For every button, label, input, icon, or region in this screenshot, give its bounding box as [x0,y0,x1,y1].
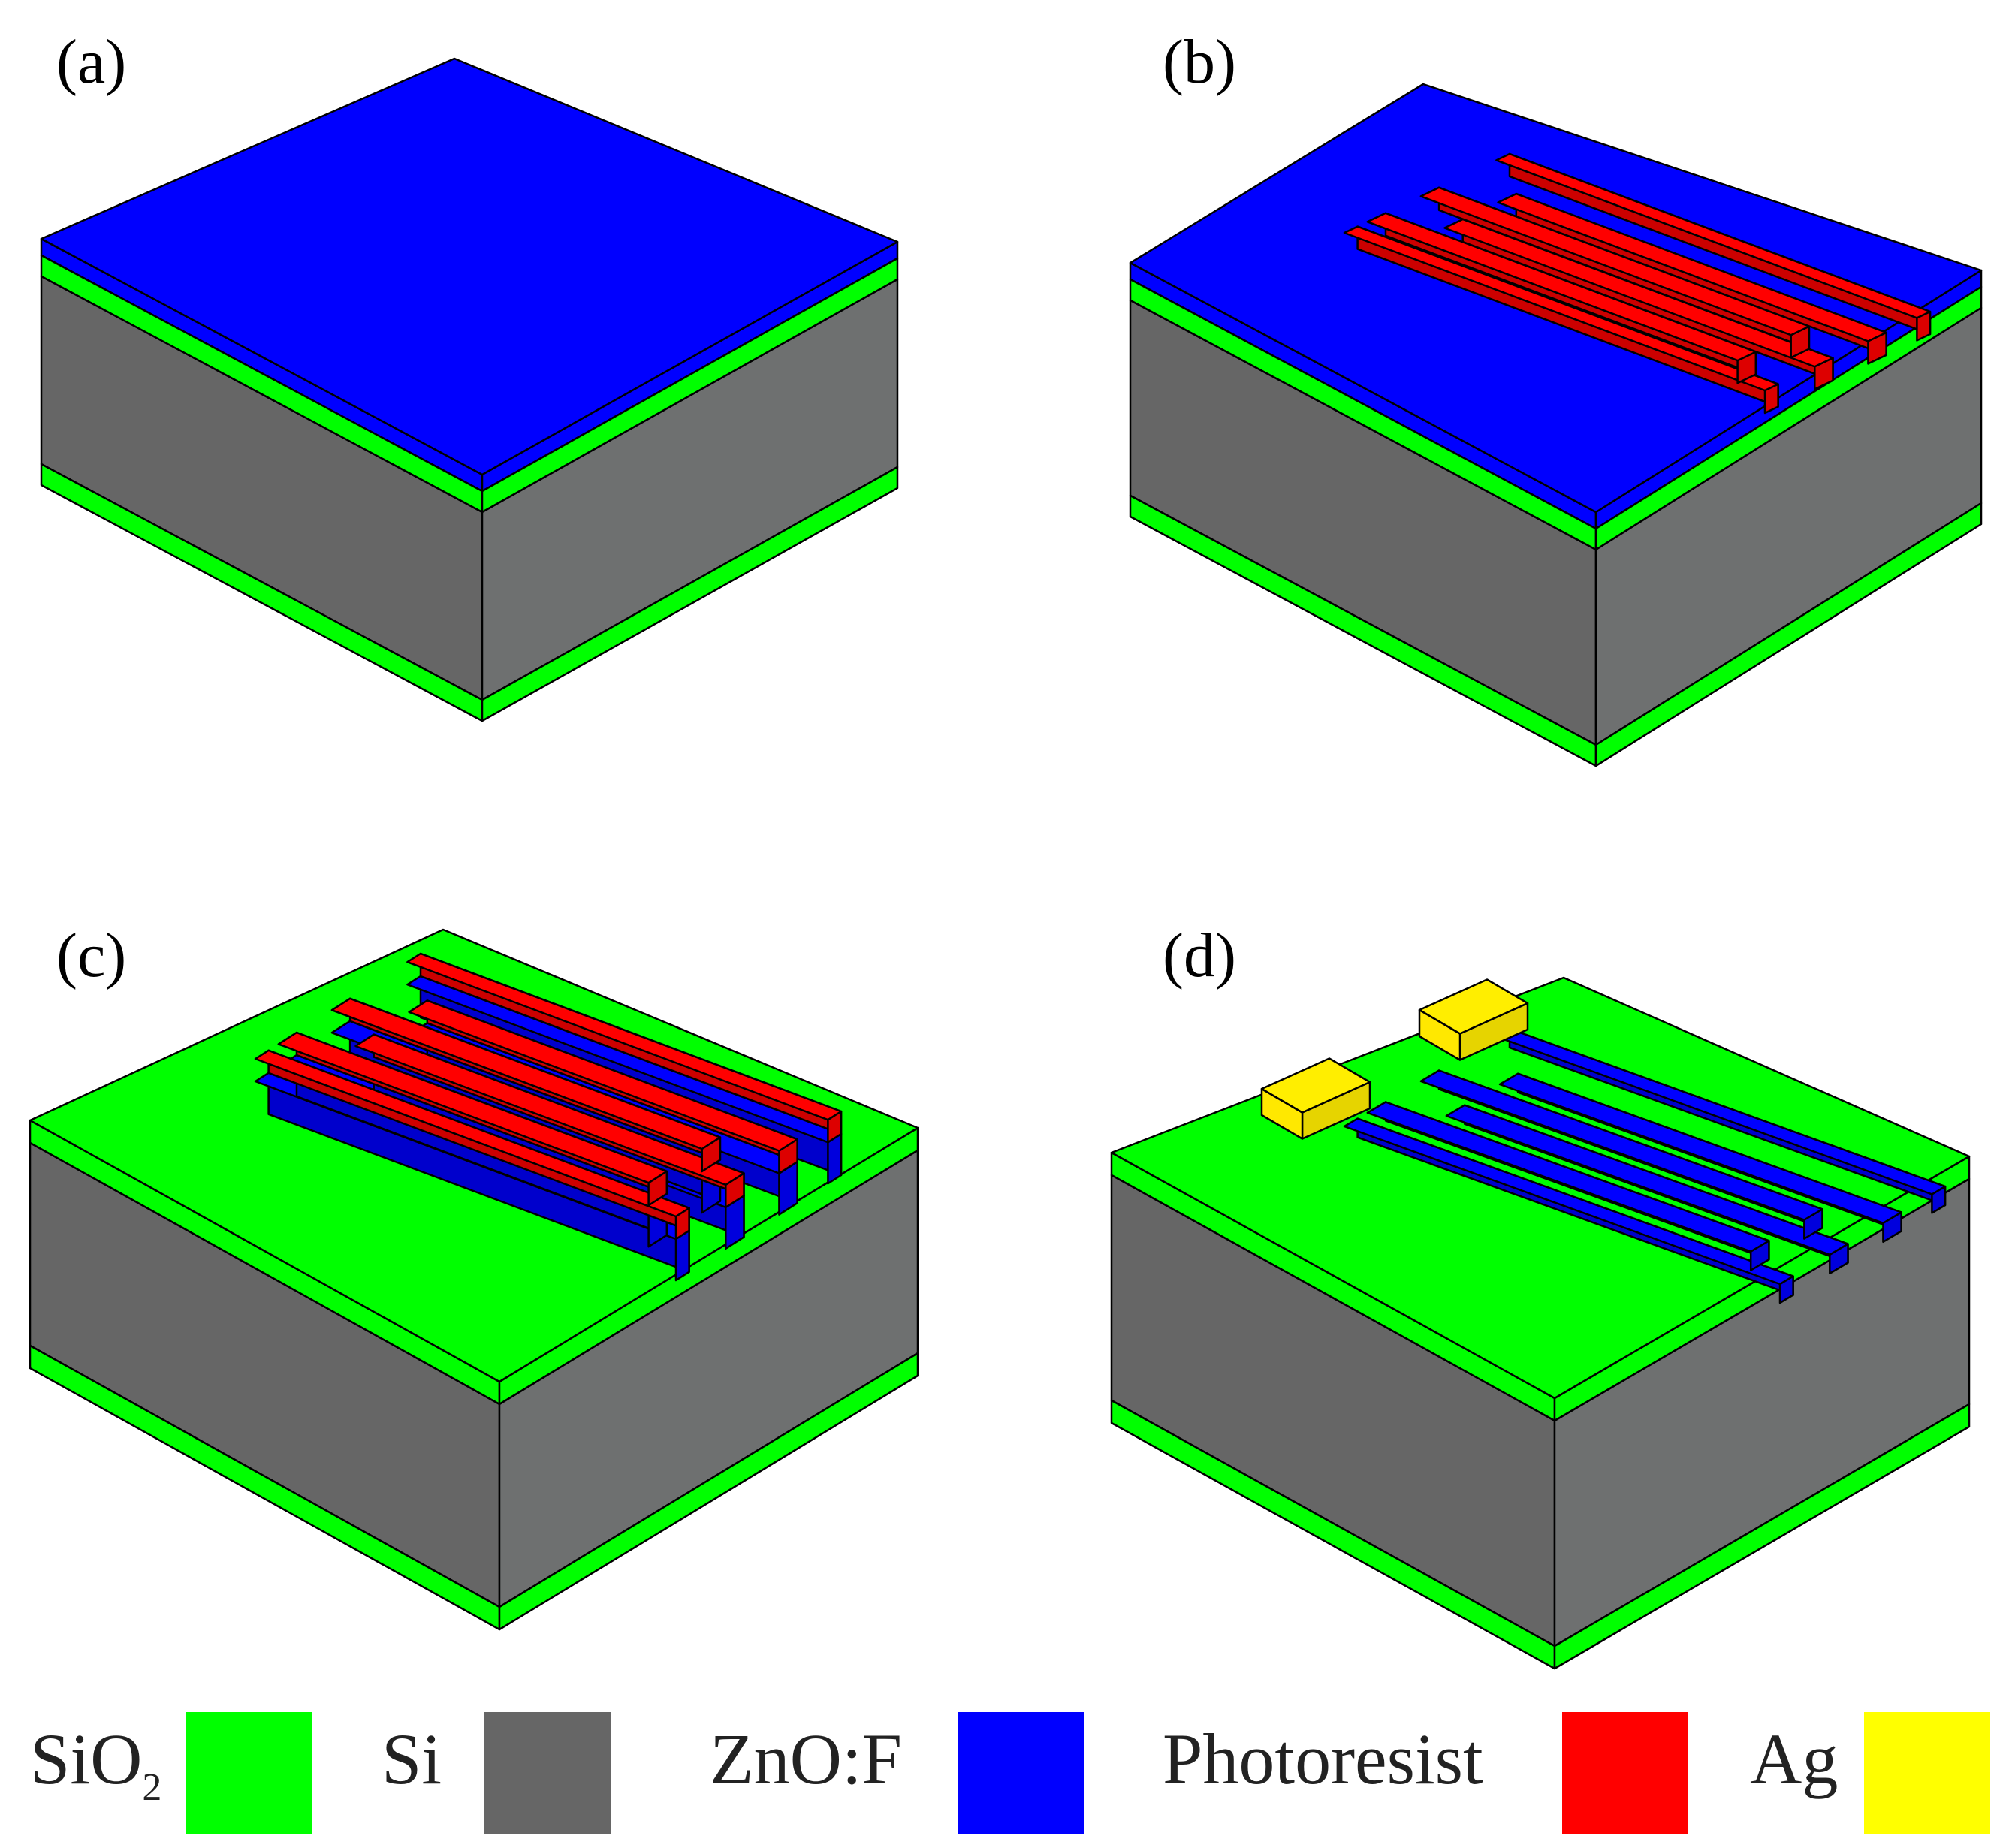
photoresist-comb-top-3 [354,1033,745,1186]
ag-pad-top [1260,1057,1371,1114]
legend-label-si: Si [382,1719,442,1799]
panel-c: (c) [29,921,919,1631]
znof-comb-top-3 [1445,1104,1849,1256]
legend-swatch-photoresist [1562,1712,1688,1834]
photoresist-comb-top-0 [254,1049,690,1218]
panel-label-b: (b) [1163,27,1236,97]
legend-swatch-si [484,1712,611,1834]
znof-comb-top-2 [1366,1101,1770,1253]
legend-item-znof: ZnO:F [710,1712,1084,1834]
legend: SiO2 Si ZnO:F Photoresist Ag [30,1712,1990,1834]
znof-comb-top-0 [1343,1117,1794,1286]
legend-item-si: Si [382,1712,611,1834]
photoresist-comb-top-3 [1443,218,1834,368]
sio2-bottom-layer-right-face [481,466,899,722]
legend-label-ag: Ag [1750,1719,1838,1799]
panel-label-a: (a) [56,27,126,97]
legend-item-sio2: SiO2 [30,1712,312,1834]
photoresist-comb-top-5 [1497,192,1887,342]
ag-pad-top [1418,978,1529,1035]
sio2-bottom-layer-right-face [1594,502,1983,767]
photoresist-comb-top-0 [1343,225,1779,392]
legend-label-znof: ZnO:F [710,1719,902,1799]
panel-d: (d) [1110,921,1971,1670]
znof-comb-top-4 [1419,1069,1823,1221]
sio2-bottom-layer-right-face [498,1352,919,1631]
photoresist-comb-top-1 [1495,152,1932,319]
legend-subscript-sio2: 2 [142,1766,161,1809]
legend-item-photoresist: Photoresist [1163,1712,1688,1834]
legend-swatch-sio2 [186,1712,312,1834]
svg-text:SiO2: SiO2 [30,1719,161,1809]
photoresist-comb-top-1 [406,952,843,1121]
sio2-bottom-layer-right-face [1553,1403,1971,1670]
legend-swatch-ag [1864,1712,1990,1834]
legend-item-ag: Ag [1750,1712,1990,1834]
legend-label-photoresist: Photoresist [1163,1719,1483,1799]
panel-label-c: (c) [56,921,126,990]
legend-label-sio2: SiO [30,1719,142,1799]
photoresist-comb-top-4 [330,997,722,1150]
photoresist-comb-top-2 [277,1031,668,1184]
photoresist-comb-top-5 [408,999,798,1152]
panel-b: (b) [1129,27,1983,767]
panel-a: (a) [40,27,899,722]
panel-label-d: (d) [1163,921,1236,990]
top-surface [40,57,899,476]
legend-swatch-znof [958,1712,1084,1834]
znof-comb-top-5 [1498,1072,1902,1225]
